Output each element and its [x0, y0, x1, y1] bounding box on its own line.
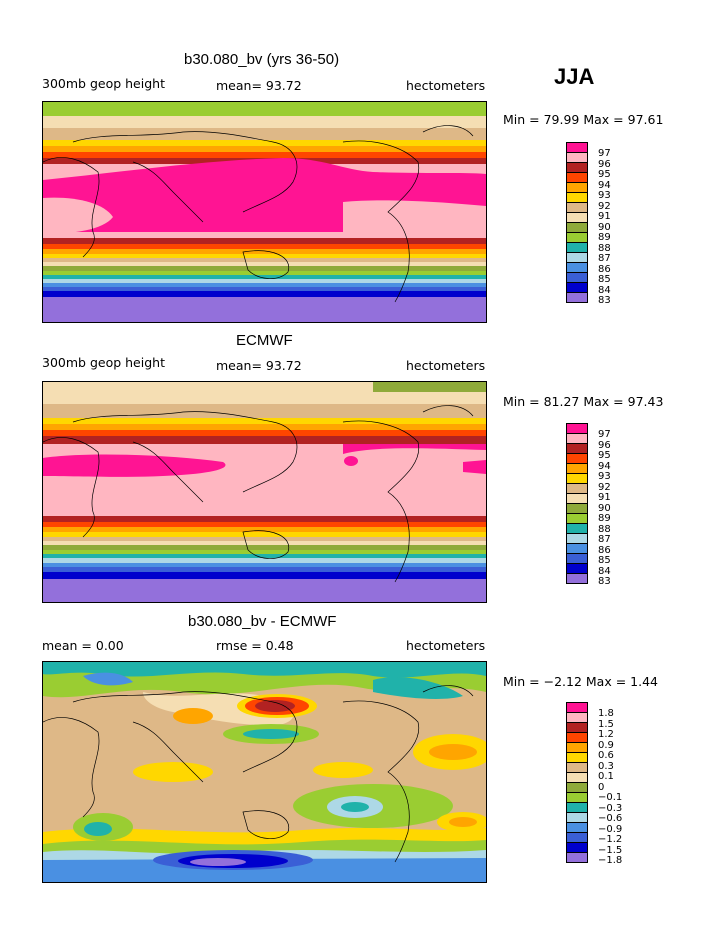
legend-swatch — [566, 852, 588, 863]
legend-label: 93 — [598, 190, 611, 201]
legend-label: 83 — [598, 576, 611, 587]
legend-label: −1.5 — [598, 844, 623, 856]
season-label: JJA — [554, 64, 595, 89]
panel1-units-label: hectometers — [406, 78, 486, 93]
panel3-units-label: hectometers — [406, 638, 486, 653]
legend-label: −1.2 — [598, 834, 623, 845]
panel2-mean-label: mean= 93.72 — [216, 358, 302, 373]
legend-label: 1.2 — [598, 729, 614, 740]
panel3-legend-labels: 1.8 1.5 1.2 0.9 0.6 0.3 0.1 0 −0.1 −0.3 … — [598, 708, 623, 867]
panel2-legend-swatches — [566, 423, 588, 584]
legend-label: 91 — [598, 492, 611, 503]
legend-swatch — [566, 573, 588, 584]
legend-label: −0.1 — [598, 792, 623, 803]
panel1-map — [42, 101, 487, 323]
legend-label: 83 — [598, 295, 611, 306]
panel2-variable-label: 300mb geop height — [42, 355, 165, 370]
legend-label: 91 — [598, 211, 611, 222]
legend-label: 0.1 — [598, 771, 614, 782]
legend-label: 97 — [598, 148, 611, 159]
legend-label: 93 — [598, 471, 611, 482]
legend-label: 95 — [598, 169, 611, 180]
panel3-legend-swatches — [566, 702, 588, 863]
legend-label: 85 — [598, 555, 611, 566]
legend-label: 86 — [598, 544, 611, 556]
legend-label: 89 — [598, 232, 611, 243]
legend-label: 92 — [598, 200, 611, 212]
panel1-mean-label: mean= 93.72 — [216, 78, 302, 93]
legend-label: 96 — [598, 158, 611, 170]
legend-label: 84 — [598, 284, 611, 296]
panel2-map — [42, 381, 487, 603]
legend-label: −0.3 — [598, 802, 623, 814]
legend-label: 94 — [598, 460, 611, 472]
legend-label: 90 — [598, 502, 611, 514]
legend-label: 84 — [598, 565, 611, 577]
legend-label: −1.8 — [598, 855, 623, 866]
panel3-map — [42, 661, 487, 883]
panel2-units-label: hectometers — [406, 358, 486, 373]
panel2-minmax: Min = 81.27 Max = 97.43 — [503, 394, 664, 409]
legend-swatch — [566, 292, 588, 303]
legend-label: 0 — [598, 781, 605, 793]
panel2-title: ECMWF — [236, 332, 293, 349]
legend-label: 96 — [598, 439, 611, 451]
legend-label: 1.8 — [598, 708, 614, 719]
legend-label: 88 — [598, 523, 611, 535]
legend-label: 87 — [598, 534, 611, 545]
panel3-title: b30.080_bv - ECMWF — [188, 613, 337, 630]
legend-label: 95 — [598, 450, 611, 461]
panel1-minmax: Min = 79.99 Max = 97.61 — [503, 112, 664, 127]
legend-label: 85 — [598, 274, 611, 285]
panel3-rmse-label: rmse = 0.48 — [216, 638, 294, 653]
panel1-legend-swatches — [566, 142, 588, 303]
panel1-variable-label: 300mb geop height — [42, 76, 165, 91]
legend-label: 94 — [598, 179, 611, 191]
panel1-title: b30.080_bv (yrs 36-50) — [184, 51, 340, 68]
legend-label: 0.3 — [598, 760, 614, 772]
legend-label: −0.6 — [598, 813, 623, 824]
legend-label: 97 — [598, 429, 611, 440]
panel3-mean-label: mean = 0.00 — [42, 638, 124, 653]
legend-label: 89 — [598, 513, 611, 524]
legend-label: −0.9 — [598, 823, 623, 835]
legend-label: 1.5 — [598, 718, 614, 730]
legend-label: 0.9 — [598, 739, 614, 751]
panel2-legend-labels: 97 96 95 94 93 92 91 90 89 88 87 86 85 8… — [598, 429, 611, 588]
legend-label: 0.6 — [598, 750, 614, 761]
legend-label: 92 — [598, 481, 611, 493]
legend-label: 86 — [598, 263, 611, 275]
legend-label: 87 — [598, 253, 611, 264]
legend-label: 90 — [598, 221, 611, 233]
legend-label: 88 — [598, 242, 611, 254]
panel3-minmax: Min = −2.12 Max = 1.44 — [503, 674, 658, 689]
panel1-legend-labels: 97 96 95 94 93 92 91 90 89 88 87 86 85 8… — [598, 148, 611, 307]
